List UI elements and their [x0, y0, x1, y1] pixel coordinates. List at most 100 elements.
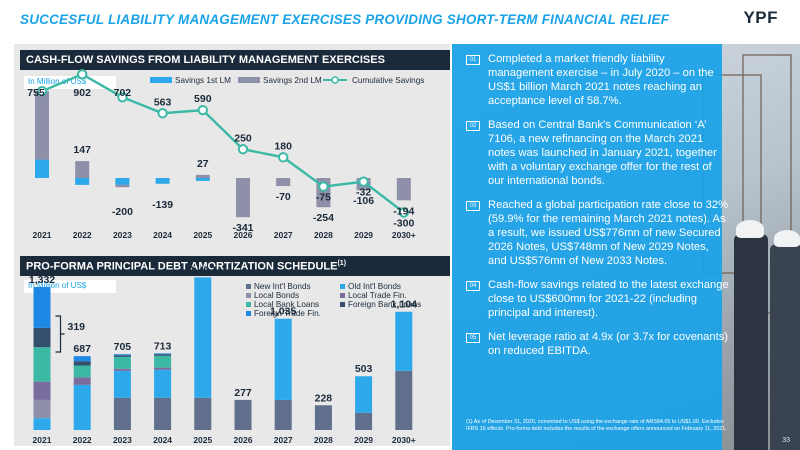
total-label: 277 — [234, 387, 252, 399]
data-label: -32 — [356, 187, 371, 199]
savings-2nd-bar — [276, 178, 291, 187]
amortization-bar-segment — [395, 311, 413, 371]
amortization-bar-segment — [395, 370, 413, 430]
x-tick-label: 2024 — [153, 230, 172, 240]
data-label: 702 — [114, 87, 132, 99]
cumulative-point — [117, 92, 128, 103]
x-tick-label: 2028 — [314, 230, 333, 240]
amortization-bar-segment — [33, 347, 51, 382]
total-label: 705 — [114, 341, 132, 353]
x-tick-label: 2022 — [73, 435, 92, 445]
legend-label: Local Bank Loans — [254, 300, 319, 309]
total-label: 503 — [355, 363, 373, 375]
x-tick-label: 2026 — [234, 435, 253, 445]
savings-1st-bar — [195, 178, 210, 181]
x-tick-label: 2021 — [33, 230, 52, 240]
legend-swatch-savings-1st — [150, 77, 172, 83]
worker-helmet — [736, 220, 764, 238]
amortization-bar-segment — [113, 354, 131, 356]
data-label: 147 — [73, 144, 91, 156]
savings-1st-bar — [155, 178, 170, 184]
key-point: 03 Reached a global participation rate cl… — [462, 198, 730, 268]
amortization-bar-segment — [33, 381, 51, 400]
cumulative-point — [157, 108, 168, 119]
legend-label-cumulative: Cumulative Savings — [352, 76, 424, 85]
data-label: -341 — [232, 222, 253, 234]
key-point: 01 Completed a market friendly liability … — [462, 52, 730, 108]
total-label: 713 — [154, 340, 172, 352]
amortization-bar-segment — [73, 356, 91, 362]
slide-title: SUCCESFUL LIABILITY MANAGEMENT EXERCISES… — [20, 12, 670, 27]
x-tick-label: 2027 — [274, 230, 293, 240]
amortization-bar-segment — [154, 354, 172, 356]
data-label: -200 — [112, 206, 133, 218]
x-tick-label: 2029 — [354, 230, 373, 240]
amortization-bar-segment — [194, 277, 212, 398]
savings-1st-bar — [35, 159, 49, 178]
amortization-bar-segment — [154, 355, 172, 368]
legend-swatch — [246, 311, 251, 316]
amortization-bar-segment — [73, 384, 91, 430]
amortization-bar-segment — [154, 367, 172, 370]
total-label: 1,417 — [190, 265, 216, 277]
amortization-bar-segment — [314, 405, 332, 430]
amortization-bar-segment — [113, 355, 131, 357]
amortization-bar-segment — [154, 353, 172, 355]
legend-swatch — [340, 302, 345, 307]
key-point: 02 Based on Central Bank’s Communication … — [462, 118, 730, 188]
legend-swatch-savings-2nd — [238, 77, 260, 83]
amortization-bar-segment — [33, 418, 51, 430]
amortization-bar-segment — [113, 397, 131, 430]
amortization-bar-segment — [73, 365, 91, 378]
legend-label: Old Int'l Bonds — [348, 282, 401, 291]
amortization-bar-segment — [33, 327, 51, 348]
savings-2nd-bar — [236, 178, 250, 218]
x-tick-label: 2025 — [193, 230, 212, 240]
data-label: 180 — [274, 140, 292, 152]
data-label: -75 — [316, 192, 331, 204]
legend-swatch — [246, 302, 251, 307]
legend-swatch — [340, 284, 345, 289]
total-label: 687 — [73, 343, 91, 355]
amortization-bar-segment — [113, 356, 131, 369]
data-label: 590 — [194, 93, 212, 105]
amortization-bar-segment — [274, 318, 292, 400]
total-label: 228 — [315, 392, 333, 404]
data-label: -254 — [313, 212, 334, 224]
x-tick-label: 2024 — [153, 435, 172, 445]
data-label: 250 — [234, 132, 252, 144]
bracket-label: 319 — [68, 321, 86, 333]
amortization-bar-segment — [154, 369, 172, 398]
blue-overlay — [452, 44, 722, 450]
legend-swatch — [340, 293, 345, 298]
data-label: 755 — [27, 87, 45, 99]
worker-helmet-2 — [774, 230, 800, 247]
amortization-bar-segment — [33, 287, 51, 328]
cumulative-point — [36, 85, 48, 97]
total-label: 1,332 — [29, 274, 55, 286]
savings-1st-bar — [115, 178, 130, 185]
total-label: 1,035 — [270, 306, 296, 318]
legend-label: Foreign Bank Loans — [348, 300, 421, 309]
savings-2nd-bar — [75, 161, 90, 178]
x-tick-label: 2026 — [234, 230, 253, 240]
legend-label-savings-2nd: Savings 2nd LM — [263, 76, 322, 85]
data-label: -300 — [393, 218, 414, 230]
cumulative-point — [197, 104, 209, 116]
cashflow-savings-chart: Savings 1st LM Savings 2nd LM Cumulative S… — [27, 69, 424, 240]
worker-figure-2 — [770, 244, 800, 450]
data-label: -139 — [152, 199, 173, 211]
x-tick-label: 2022 — [73, 230, 92, 240]
total-label: 1,104 — [391, 298, 417, 310]
cumulative-point — [77, 69, 88, 80]
savings-2nd-bar — [195, 174, 210, 178]
cashflow-chart-title: CASH-FLOW SAVINGS FROM LIABILITY MANAGEM… — [20, 50, 450, 70]
x-tick-label: 2023 — [113, 230, 132, 240]
cumulative-point — [398, 207, 409, 218]
amortization-bar-segment — [355, 376, 373, 413]
cumulative-point — [358, 176, 369, 187]
amortization-bar-segment — [113, 368, 131, 371]
legend-label-savings-1st: Savings 1st LM — [175, 76, 231, 85]
legend-marker-cumulative — [331, 76, 339, 84]
amortization-bar-segment — [234, 399, 252, 430]
